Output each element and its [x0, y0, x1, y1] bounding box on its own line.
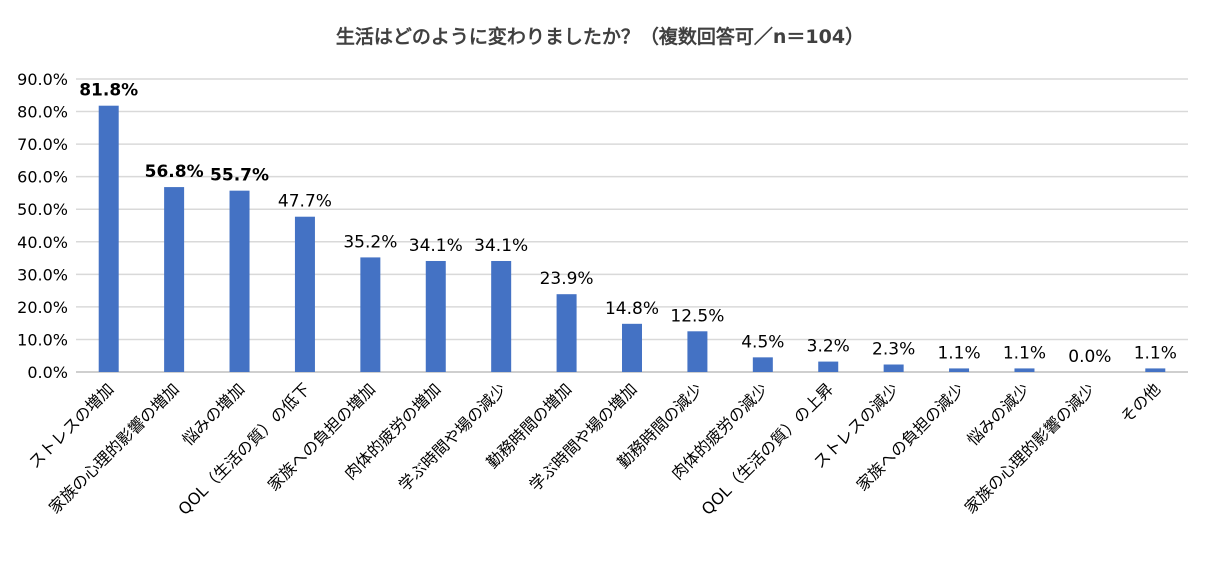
y-tick-label: 40.0%	[17, 233, 68, 252]
bars	[98, 105, 1166, 372]
y-tick-label: 50.0%	[17, 200, 68, 219]
data-label: 14.8%	[605, 299, 659, 319]
y-axis-ticks: 0.0% 10.0% 20.0% 30.0% 40.0% 50.0% 60.0% 70.0% 8…	[17, 70, 68, 382]
x-tick-label: 学ぶ時間や場の減少	[395, 379, 510, 494]
data-label: 0.0%	[1068, 347, 1111, 367]
y-tick-label: 10.0%	[17, 330, 68, 349]
data-label: 34.1%	[474, 236, 528, 256]
data-label: 1.1%	[1134, 343, 1177, 363]
x-tick-label: 家族への負担の増加	[264, 379, 379, 494]
bar	[556, 294, 577, 372]
y-tick-label: 20.0%	[17, 298, 68, 317]
chart-title: 生活はどのように変わりましたか？（複数回答可／n＝104）	[336, 25, 864, 48]
data-label: 55.7%	[210, 166, 269, 186]
x-tick-label: 家族への負担の減少	[853, 379, 968, 494]
x-tick-label: QOL（生活の質）の低下	[174, 379, 313, 518]
bar	[294, 216, 315, 372]
data-label: 81.8%	[79, 81, 138, 101]
bar	[883, 364, 904, 372]
x-axis-ticks: ストレスの増加家族の心理的影響の増加悩みの増加QOL（生活の質）の低下家族への負…	[25, 379, 1164, 518]
x-tick-label: その他	[1117, 379, 1164, 426]
bar	[1014, 368, 1035, 372]
x-tick-label: 家族の心理的影響の減少	[961, 379, 1099, 517]
data-labels: 81.8% 56.8% 55.7% 47.7% 35.2% 34.1% 34.1% 23.9%…	[79, 81, 1177, 367]
bar	[622, 323, 642, 372]
data-label: 56.8%	[145, 162, 204, 182]
bar	[687, 331, 708, 372]
data-label: 4.5%	[741, 332, 784, 352]
bar	[360, 257, 381, 372]
bar	[98, 105, 119, 372]
x-tick-label: 家族の心理的影響の増加	[45, 379, 183, 517]
bar	[164, 187, 185, 372]
gridlines	[76, 78, 1188, 373]
x-tick-label: 悩みの増加	[178, 379, 248, 449]
bar	[1145, 368, 1166, 372]
y-tick-label: 0.0%	[27, 363, 68, 382]
x-tick-label: 学ぶ時間や場の増加	[526, 379, 641, 494]
y-tick-label: 70.0%	[17, 135, 68, 154]
bar	[229, 190, 250, 372]
bar	[425, 260, 446, 372]
data-label: 3.2%	[807, 337, 850, 357]
data-label: 23.9%	[540, 269, 594, 289]
data-label: 1.1%	[1003, 343, 1046, 363]
data-label: 12.5%	[670, 306, 724, 326]
y-tick-label: 80.0%	[17, 103, 68, 122]
bar	[949, 368, 970, 372]
bar	[818, 361, 839, 372]
y-tick-label: 90.0%	[17, 70, 68, 89]
data-label: 2.3%	[872, 340, 915, 360]
data-label: 1.1%	[937, 343, 980, 363]
x-tick-label: QOL（生活の質）の上昇	[698, 379, 837, 518]
data-label: 47.7%	[278, 192, 332, 212]
data-label: 34.1%	[409, 236, 463, 256]
bar	[491, 260, 512, 372]
y-tick-label: 60.0%	[17, 168, 68, 187]
bar	[752, 357, 773, 372]
data-label: 35.2%	[343, 232, 397, 252]
y-tick-label: 30.0%	[17, 265, 68, 284]
x-tick-label: 悩みの減少	[963, 379, 1033, 449]
